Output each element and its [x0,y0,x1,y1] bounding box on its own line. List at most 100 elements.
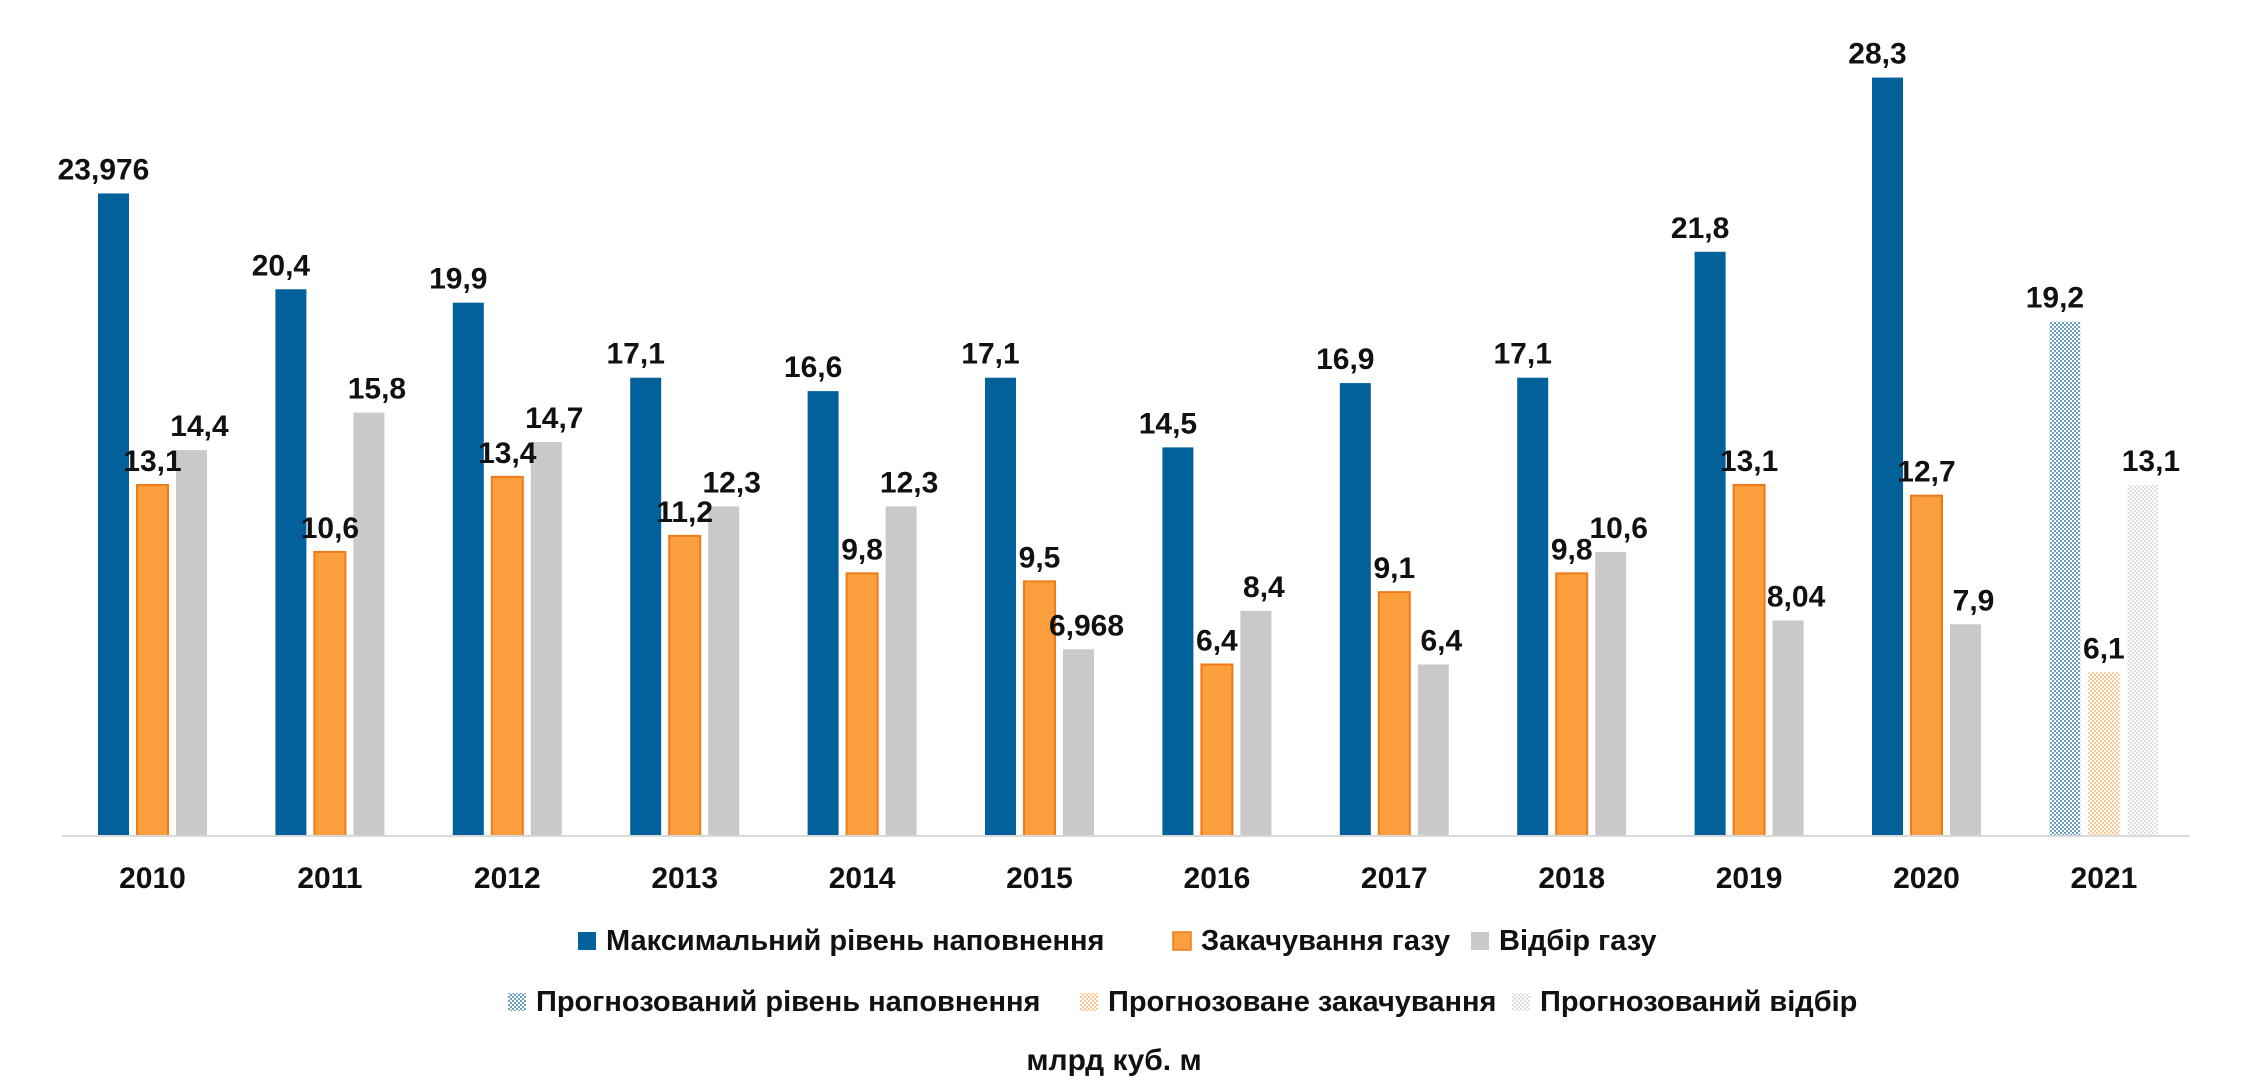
legend-label-5: Прогнозоване закачування [1108,986,1496,1018]
x-tick-label-2014: 2014 [829,862,896,895]
x-tick-label-2017: 2017 [1361,862,1428,895]
data-label-2014-series-2: 9,8 [841,533,883,566]
data-label-2016-series-1: 14,5 [1139,407,1197,440]
data-label-2010-series-3: 14,4 [170,410,229,443]
data-label-2012-series-2: 13,4 [478,437,537,470]
legend-swatch-1 [578,932,596,950]
bar-2013-series-1 [630,377,662,836]
data-label-2011-series-3: 15,8 [348,373,406,406]
data-label-2017-series-3: 6,4 [1420,624,1462,657]
bar-2015-series-3 [1063,649,1094,836]
legend-label-1: Максимальний рівень наповнення [606,925,1104,957]
data-label-2018-series-3: 10,6 [1590,512,1648,545]
data-label-2015-series-2: 9,5 [1019,541,1061,574]
x-tick-label-2019: 2019 [1716,862,1783,895]
bar-2017-series-3 [1417,664,1449,836]
legend-swatch-3 [1471,932,1489,950]
bar-2015-series-2 [1023,580,1056,838]
bar-2011-series-3 [353,412,385,836]
data-label-2011-series-1: 20,4 [252,249,311,282]
legend-label-2: Закачування газу [1201,925,1450,957]
bar-2021-series-6 [2127,484,2159,836]
bar-2012-series-3 [530,442,562,836]
data-label-2015-series-3: 6,968 [1049,609,1124,642]
bar-2020-series-3 [1950,624,1981,836]
legend: Максимальний рівень наповнення Закачуванн… [508,925,1857,1018]
data-label-2013-series-1: 17,1 [607,338,665,371]
data-label-2012-series-1: 19,9 [429,263,487,296]
data-label-2010-series-2: 13,1 [123,445,181,478]
legend-swatch-5 [1080,993,1098,1011]
legend-label-3: Відбір газу [1499,925,1657,957]
data-label-2014-series-1: 16,6 [784,351,842,384]
data-label-2020-series-3: 7,9 [1953,584,1995,617]
bar-2020-series-1 [1872,77,1903,836]
bar-2018-series-2 [1555,572,1589,837]
bar-2021-series-4 [2049,321,2081,836]
data-label-2013-series-3: 12,3 [703,466,761,499]
bar-2016-series-1 [1162,447,1194,836]
bar-2011-series-2 [313,550,347,837]
x-tick-label-2011: 2011 [297,862,362,895]
data-label-2010-series-1: 23,976 [58,153,150,186]
bar-2020-series-2 [1910,494,1943,837]
data-label-2020-series-1: 28,3 [1848,38,1906,71]
legend-item-1: Максимальний рівень наповнення [578,925,1104,957]
data-label-2019-series-2: 13,1 [1720,445,1778,478]
data-label-2015-series-1: 17,1 [961,338,1019,371]
x-tick-label-2018: 2018 [1538,862,1605,895]
bar-2012-series-2 [490,475,524,837]
x-tick-label-2016: 2016 [1184,862,1251,895]
bar-2016-series-2 [1200,663,1234,837]
x-tick-label-2020: 2020 [1893,862,1960,895]
legend-item-4: Прогнозований рівень наповнення [508,986,1040,1018]
data-label-2011-series-2: 10,6 [301,512,359,545]
bar-2018-series-3 [1595,551,1627,836]
bar-2017-series-2 [1377,591,1411,837]
x-tick-labels: 2010 2011 2012 2013 2014 2015 2016 2017 2018 2019… [119,862,2137,895]
legend-swatch-4 [508,993,526,1011]
bar-2019-series-1 [1694,251,1726,836]
bar-2017-series-1 [1339,383,1371,836]
legend-label-6: Прогнозований відбір [1540,986,1857,1018]
bar-2013-series-3 [708,506,740,836]
data-label-2016-series-3: 8,4 [1243,571,1285,604]
data-label-2019-series-3: 8,04 [1767,581,1826,614]
data-label-2019-series-1: 21,8 [1671,212,1729,245]
data-label-2018-series-2: 9,8 [1551,533,1593,566]
bar-2012-series-1 [452,302,484,836]
bar-2014-series-2 [845,572,879,837]
x-tick-label-2021: 2021 [2071,862,2138,895]
bar-2019-series-2 [1732,483,1766,837]
data-label-2021-series-6: 13,1 [2122,445,2180,478]
bar-2021-series-5 [2088,672,2120,836]
legend-item-6: Прогнозований відбір [1512,986,1857,1018]
legend-item-3: Відбір газу [1471,925,1657,957]
legend-item-2: Закачування газу [1172,925,1450,957]
bar-2010-series-2 [136,483,169,837]
legend-swatch-2 [1172,931,1192,951]
x-tick-label-2015: 2015 [1006,862,1073,895]
bars-layer [98,77,2159,838]
data-label-2014-series-3: 12,3 [880,466,938,499]
legend-label-4: Прогнозований рівень наповнення [536,986,1040,1018]
bar-2018-series-1 [1517,377,1549,836]
data-label-2018-series-1: 17,1 [1494,338,1552,371]
data-label-2012-series-3: 14,7 [525,402,583,435]
unit-label: млрд куб. м [1026,1044,1201,1077]
bar-2010-series-1 [98,193,129,836]
x-tick-label-2012: 2012 [474,862,541,895]
bar-2016-series-3 [1240,610,1272,836]
legend-item-5: Прогнозоване закачування [1080,986,1496,1018]
bar-2014-series-1 [807,391,839,836]
bar-2019-series-3 [1772,620,1804,836]
data-label-2016-series-2: 6,4 [1196,624,1238,657]
data-labels-layer: 23,97613,114,420,410,615,819,913,414,717… [58,38,2180,666]
bar-2011-series-1 [275,289,307,836]
data-label-2017-series-2: 9,1 [1373,552,1415,585]
data-label-2021-series-4: 19,2 [2026,281,2084,314]
bar-2010-series-3 [176,450,207,836]
data-label-2021-series-5: 6,1 [2083,633,2125,666]
data-label-2017-series-1: 16,9 [1316,343,1374,376]
